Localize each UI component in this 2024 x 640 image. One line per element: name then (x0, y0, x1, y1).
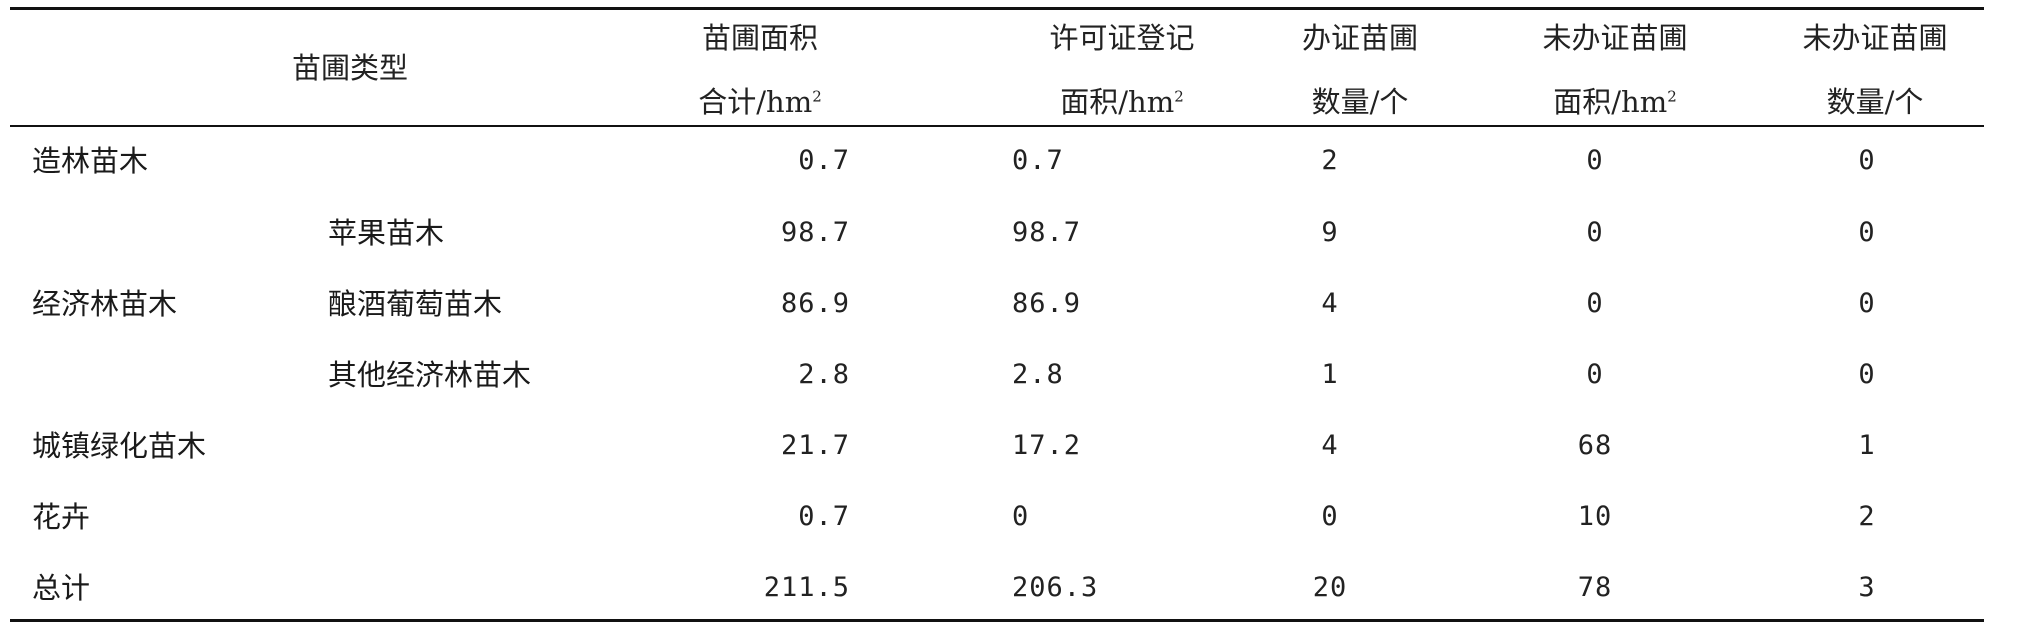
cell-area-total: 86.9 (780, 288, 850, 319)
cell-area-total: 2.8 (798, 359, 850, 390)
cell-unlicensed-count: 0 (1858, 288, 1876, 319)
header-nursery-type: 苗圃类型 (291, 51, 408, 85)
cell-licensed-area: 0.7 (1012, 145, 1064, 176)
header-unlicensed-count-line1: 未办证苗圃 (1802, 21, 1948, 55)
table-header-rule (10, 125, 1984, 127)
header-licensed-area-line2: 面积/hm2 (1060, 85, 1184, 119)
cell-licensed-area: 0 (1012, 501, 1030, 532)
cell-category: 经济林苗木 (32, 287, 178, 321)
cell-licensed-count: 4 (1321, 430, 1339, 461)
cell-unlicensed-area: 0 (1586, 217, 1604, 248)
header-area-total-line1: 苗圃面积 (701, 21, 818, 55)
cell-licensed-area: 2.8 (1012, 359, 1064, 390)
table-bottom-rule (10, 619, 1984, 622)
cell-subcategory: 酿酒葡萄苗木 (328, 287, 503, 321)
cell-licensed-count: 9 (1321, 217, 1339, 248)
cell-licensed-area: 98.7 (1012, 217, 1082, 248)
cell-area-total: 98.7 (780, 217, 850, 248)
cell-area-total: 211.5 (763, 572, 850, 603)
cell-unlicensed-area: 0 (1586, 288, 1604, 319)
cell-unlicensed-count: 0 (1858, 145, 1876, 176)
cell-licensed-count: 20 (1312, 572, 1348, 603)
cell-licensed-area: 86.9 (1012, 288, 1082, 319)
cell-unlicensed-count: 0 (1858, 217, 1876, 248)
cell-unlicensed-area: 0 (1586, 145, 1604, 176)
cell-area-total: 0.7 (798, 501, 850, 532)
cell-subcategory: 其他经济林苗木 (328, 358, 532, 392)
cell-licensed-area: 206.3 (1012, 572, 1099, 603)
table-top-rule (10, 7, 1984, 10)
cell-category: 造林苗木 (32, 144, 149, 178)
cell-licensed-count: 0 (1321, 501, 1339, 532)
cell-unlicensed-count: 3 (1858, 572, 1876, 603)
cell-unlicensed-count: 2 (1858, 501, 1876, 532)
cell-category: 总计 (32, 571, 91, 605)
cell-unlicensed-area: 0 (1586, 359, 1604, 390)
cell-licensed-count: 4 (1321, 288, 1339, 319)
cell-subcategory: 苹果苗木 (328, 216, 445, 250)
cell-unlicensed-area: 10 (1577, 501, 1613, 532)
cell-area-total: 0.7 (798, 145, 850, 176)
cell-licensed-count: 2 (1321, 145, 1339, 176)
cell-licensed-count: 1 (1321, 359, 1339, 390)
header-licensed-area-line1: 许可证登记 (1049, 21, 1195, 55)
header-licensed-count-line1: 办证苗圃 (1301, 21, 1418, 55)
cell-licensed-area: 17.2 (1012, 430, 1082, 461)
header-unlicensed-area-line1: 未办证苗圃 (1542, 21, 1688, 55)
cell-unlicensed-count: 1 (1858, 430, 1876, 461)
header-licensed-count-line2: 数量/个 (1311, 85, 1409, 119)
cell-category: 城镇绿化苗木 (32, 429, 207, 463)
cell-category: 花卉 (32, 500, 91, 534)
cell-unlicensed-count: 0 (1858, 359, 1876, 390)
header-unlicensed-count-line2: 数量/个 (1826, 85, 1924, 119)
header-area-total-line2: 合计/hm2 (698, 85, 822, 119)
cell-unlicensed-area: 68 (1577, 430, 1613, 461)
cell-area-total: 21.7 (780, 430, 850, 461)
cell-unlicensed-area: 78 (1577, 572, 1613, 603)
header-unlicensed-area-line2: 面积/hm2 (1553, 85, 1677, 119)
